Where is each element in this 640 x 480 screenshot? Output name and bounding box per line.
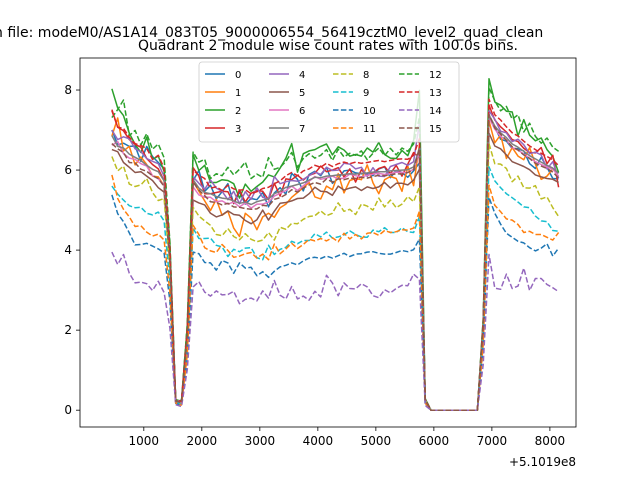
y-tick-label: 8: [64, 83, 72, 97]
legend-label-9: 9: [363, 88, 369, 99]
x-tick-label: 7000: [477, 434, 508, 448]
chart-title: Quadrant 2 module wise count rates with …: [138, 38, 518, 54]
legend-label-14: 14: [429, 106, 442, 117]
x-offset-label: +5.1019e8: [509, 455, 576, 469]
x-tick-label: 6000: [419, 434, 450, 448]
series-line-10: [111, 194, 560, 411]
legend-label-4: 4: [299, 70, 305, 81]
y-tick-label: 4: [64, 243, 72, 257]
x-tick-label: 2000: [187, 434, 218, 448]
legend-label-6: 6: [299, 106, 305, 117]
legend-label-7: 7: [299, 124, 305, 135]
legend-label-0: 0: [235, 70, 241, 81]
x-tick-label: 3000: [245, 434, 276, 448]
legend-label-15: 15: [429, 124, 442, 135]
axes-frame: [79, 57, 577, 428]
x-tick-label: 8000: [535, 434, 566, 448]
figure-suptitle: n file: modeM0/AS1A14_083T05_9000006554_…: [0, 25, 543, 41]
series-line-15: [111, 113, 560, 411]
x-tick-label: 5000: [361, 434, 392, 448]
y-tick-label: 0: [64, 403, 72, 417]
y-axis: 0 2 4 6 8: [64, 83, 80, 417]
y-tick-label: 2: [64, 323, 72, 337]
plot-area: [111, 78, 560, 411]
x-tick-label: 1000: [129, 434, 160, 448]
x-tick-label: 4000: [303, 434, 334, 448]
legend-label-2: 2: [235, 106, 241, 117]
legend-frame: [198, 61, 460, 143]
legend-label-8: 8: [363, 70, 369, 81]
legend-label-1: 1: [235, 88, 241, 99]
legend-label-3: 3: [235, 124, 241, 135]
legend-label-11: 11: [363, 124, 376, 135]
legend-label-5: 5: [299, 88, 305, 99]
legend-label-13: 13: [429, 88, 442, 99]
x-axis: 1000 2000 3000 4000 5000 6000 7000 8000: [129, 427, 566, 448]
y-tick-label: 6: [64, 163, 72, 177]
series-line-11: [111, 174, 560, 411]
legend-label-12: 12: [429, 70, 442, 81]
legend-label-10: 10: [363, 106, 376, 117]
series-line-14: [111, 251, 560, 411]
